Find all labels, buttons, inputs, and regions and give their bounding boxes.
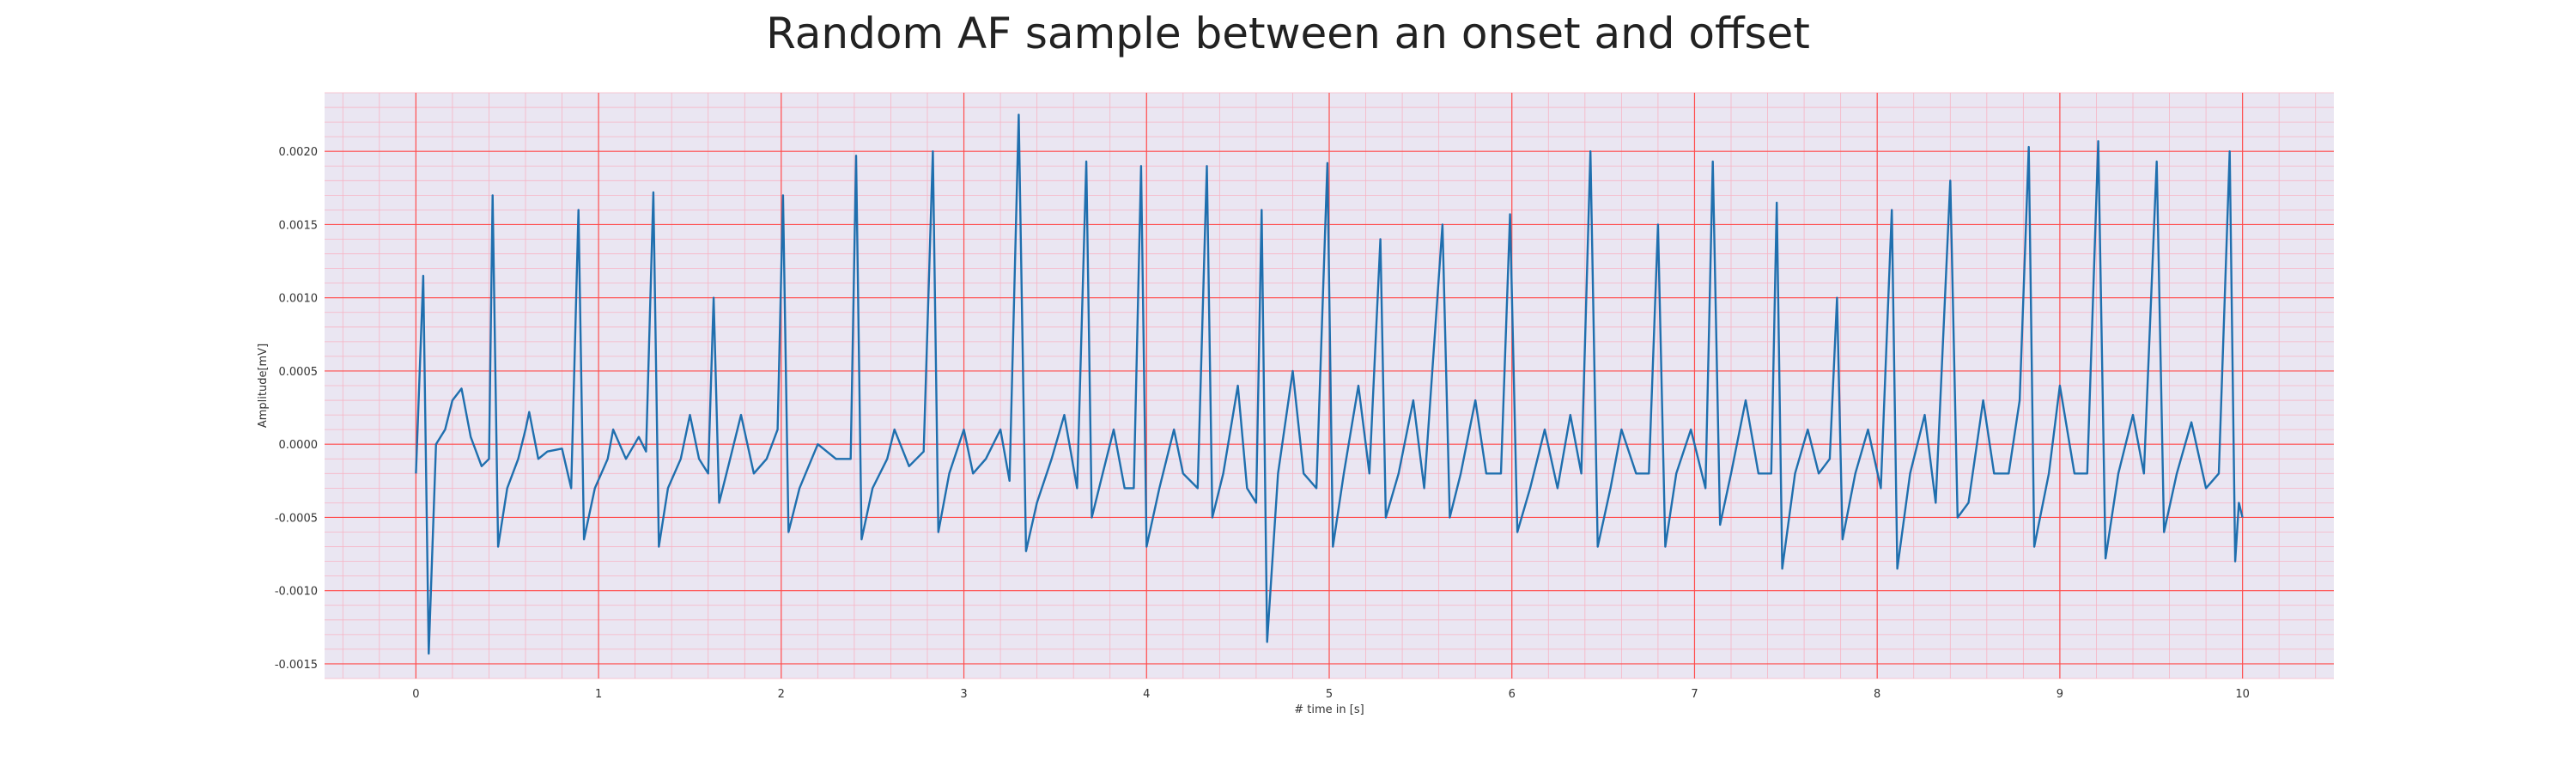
y-tick-label: 0.0005 <box>279 366 319 379</box>
x-tick-label: 5 <box>1326 688 1333 701</box>
y-tick-label: -0.0015 <box>275 659 318 672</box>
y-tick-labels: -0.0015 -0.0010 -0.0005 0.0000 0.0005 0.0010 0… <box>275 146 318 672</box>
series-layer <box>415 113 2244 655</box>
x-tick-label: 2 <box>778 688 785 701</box>
x-tick-label: 9 <box>2057 688 2063 701</box>
y-tick-label: 0.0015 <box>279 219 319 232</box>
x-tick-label: 3 <box>960 688 967 701</box>
x-tick-label: 4 <box>1143 688 1150 701</box>
y-tick-label: -0.0010 <box>275 586 318 599</box>
x-tick-label: 7 <box>1691 688 1698 701</box>
y-tick-label: 0.0010 <box>279 293 319 306</box>
x-tick-label: 0 <box>412 688 419 701</box>
x-tick-label: 10 <box>2235 688 2250 701</box>
y-axis-label: Amplitude[mV] <box>257 344 270 428</box>
chart-title: Random AF sample between an onset and of… <box>766 9 1810 58</box>
x-tick-label: 6 <box>1509 688 1516 701</box>
y-tick-label: -0.0005 <box>275 512 318 525</box>
x-tick-label: 1 <box>595 688 602 701</box>
y-tick-label: 0.0000 <box>279 439 319 452</box>
x-axis-label: # time in [s] <box>1294 703 1364 716</box>
x-tick-label: 8 <box>1874 688 1880 701</box>
y-tick-label: 0.0020 <box>279 146 319 159</box>
x-tick-labels: 0 1 2 3 4 5 6 7 8 9 10 <box>412 688 2250 701</box>
series-line-0 <box>415 113 2244 655</box>
